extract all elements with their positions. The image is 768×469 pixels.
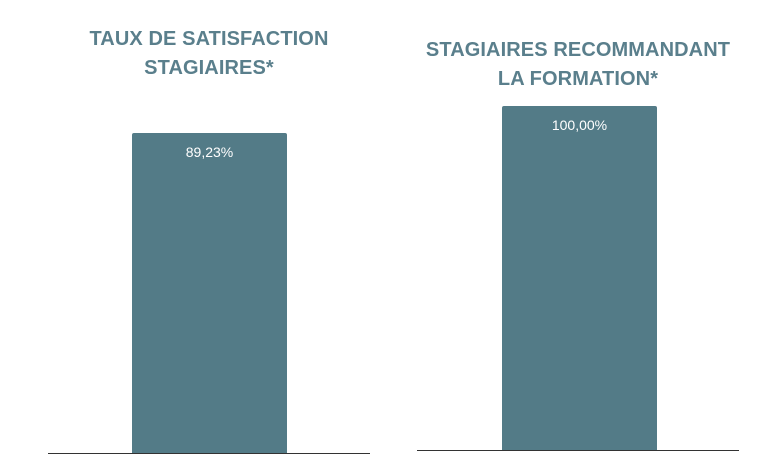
chart-title-recommendation: STAGIAIRES RECOMMANDANT LA FORMATION* (404, 36, 752, 94)
bar-satisfaction (132, 133, 287, 453)
chart-title-line-1: STAGIAIRES RECOMMANDANT (425, 39, 731, 61)
chart-title-line-2: LA FORMATION* (497, 68, 659, 90)
bar-recommendation (502, 106, 657, 451)
x-axis-line-recommendation (417, 450, 739, 451)
data-label-recommendation: 100,00% (551, 117, 608, 133)
chart-title-line-2: STAGIAIRES* (144, 57, 274, 79)
data-label-satisfaction: 89,23% (185, 144, 234, 160)
chart-title-satisfaction: TAUX DE SATISFACTION STAGIAIRES* (48, 25, 370, 83)
chart-title-line-1: TAUX DE SATISFACTION (89, 28, 329, 50)
x-axis-line-satisfaction (48, 453, 370, 454)
